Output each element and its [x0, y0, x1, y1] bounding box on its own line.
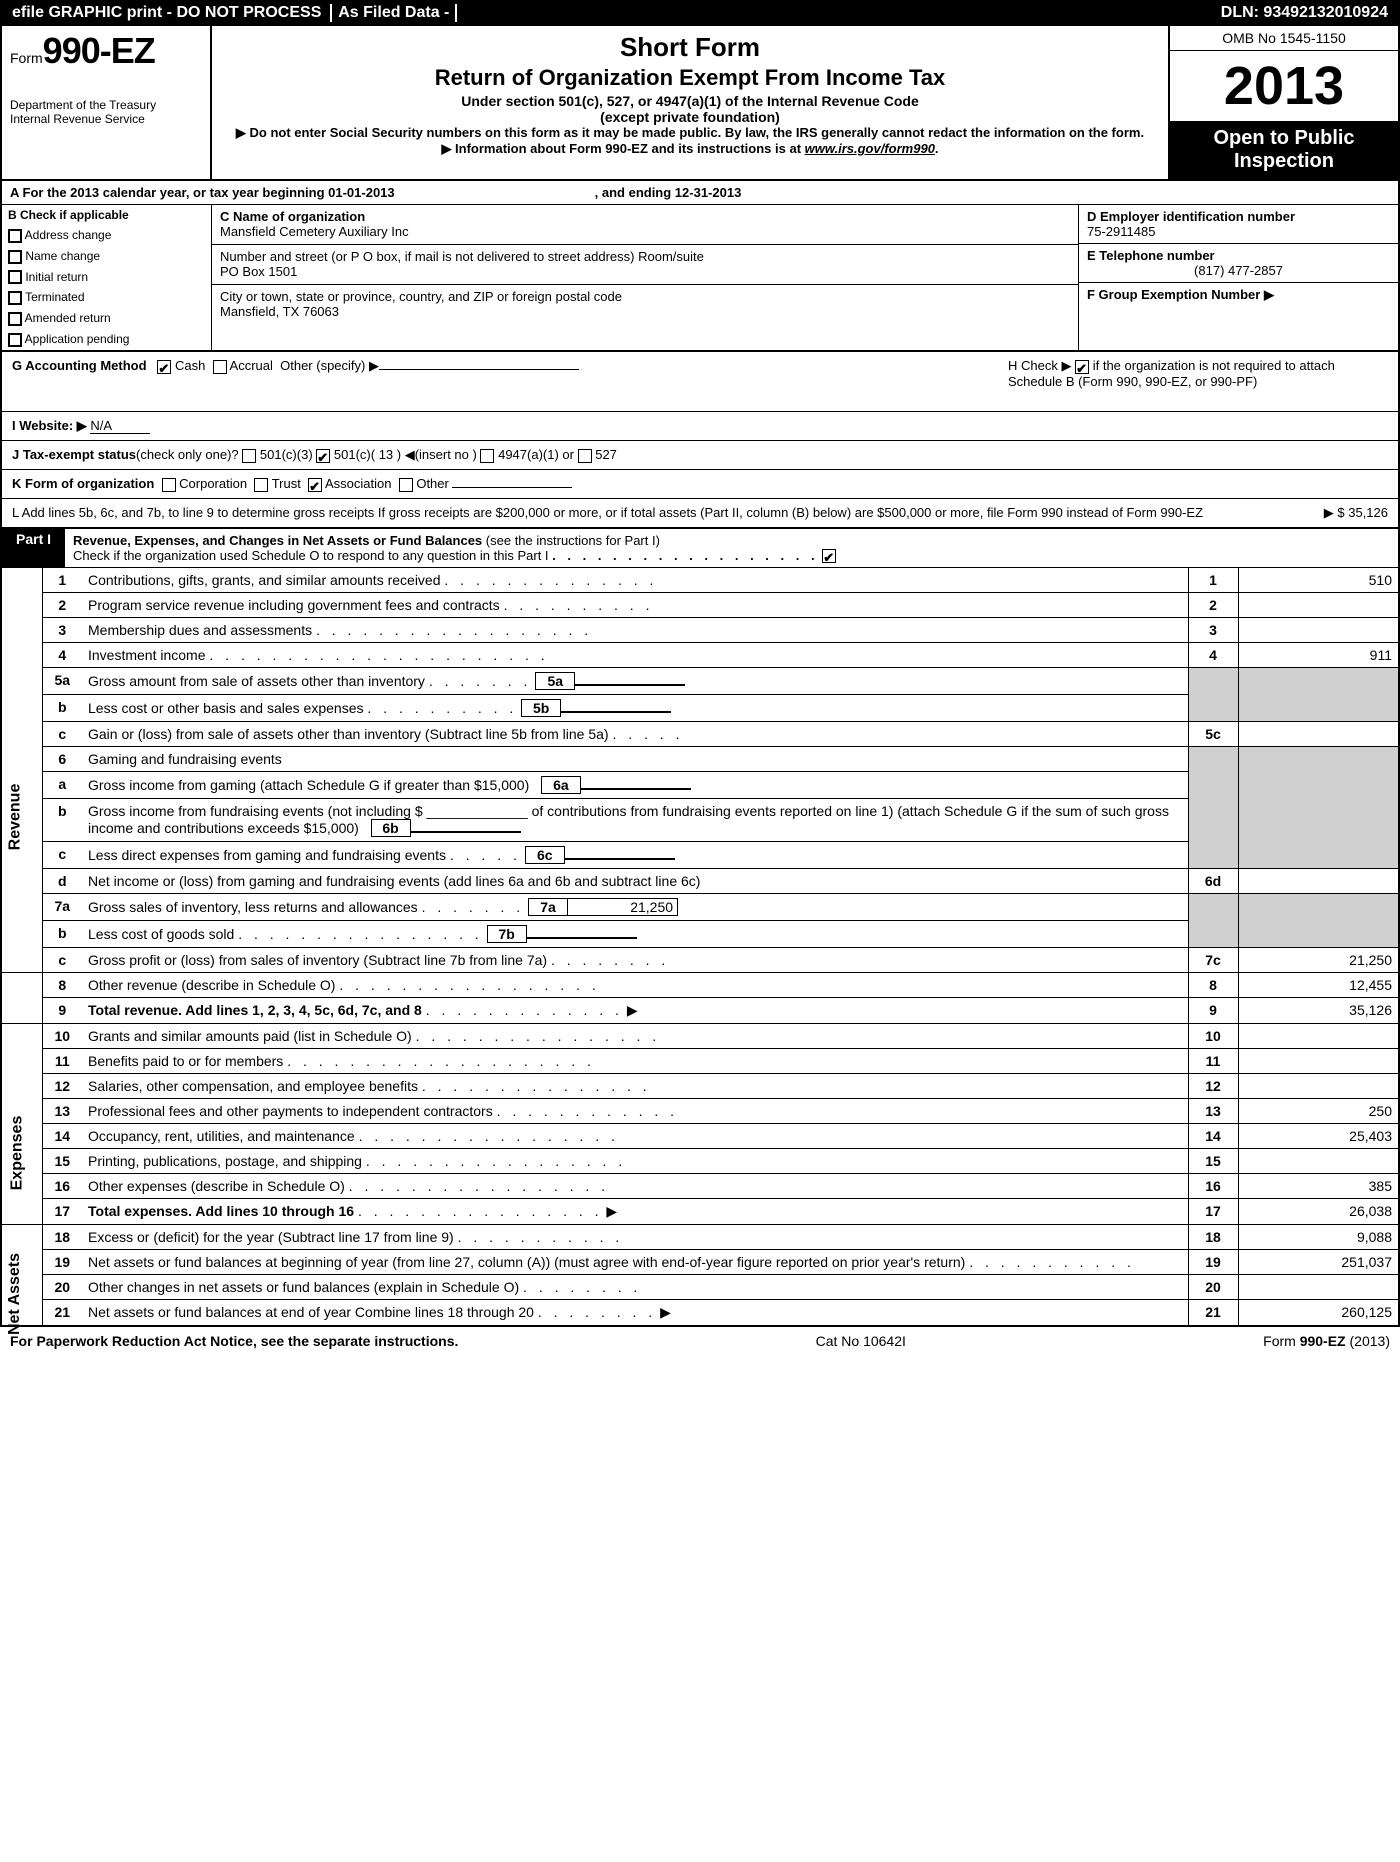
side-label-expenses: Expenses: [8, 1116, 26, 1191]
footer-right: Form 990-EZ (2013): [1263, 1333, 1390, 1349]
form-header: Form990-EZ Department of the Treasury In…: [0, 26, 1400, 181]
part1-table: Revenue 1 Contributions, gifts, grants, …: [2, 567, 1398, 1325]
title-short-form: Short Form: [222, 32, 1158, 63]
c-street-label: Number and street (or P O box, if mail i…: [220, 249, 1070, 264]
l-text: L Add lines 5b, 6c, and 7b, to line 9 to…: [12, 505, 1284, 521]
checkbox-terminated[interactable]: [8, 291, 22, 305]
section-b-head: B Check if applicable: [2, 205, 211, 225]
bullet-ssn: ▶ Do not enter Social Security numbers o…: [222, 125, 1158, 141]
line-16-value: 385: [1238, 1174, 1398, 1199]
checkbox-association[interactable]: ✔: [308, 478, 322, 492]
omb-number: OMB No 1545-1150: [1170, 26, 1398, 51]
line-17-value: 26,038: [1238, 1199, 1398, 1225]
checkbox-part1-schedule-o[interactable]: ✔: [822, 549, 836, 563]
line-13-value: 250: [1238, 1099, 1398, 1124]
tax-year: 2013: [1170, 51, 1398, 121]
checkbox-other-org[interactable]: [399, 478, 413, 492]
checkbox-trust[interactable]: [254, 478, 268, 492]
section-a-ending: , and ending 12-31-2013: [595, 185, 742, 200]
topbar-dln: DLN: 93492132010924: [1221, 4, 1388, 22]
d-ein-label: D Employer identification number: [1087, 209, 1390, 224]
j-label: J Tax-exempt status: [12, 447, 136, 462]
c-name-label: C Name of organization: [220, 209, 1070, 224]
g-label: G Accounting Method: [12, 358, 147, 373]
line-18-value: 9,088: [1238, 1225, 1398, 1250]
irs-link[interactable]: www.irs.gov/form990: [805, 141, 935, 156]
checkbox-cash[interactable]: ✔: [157, 360, 171, 374]
part1-subtitle: (see the instructions for Part I): [486, 533, 660, 548]
checkbox-4947[interactable]: [480, 449, 494, 463]
title-return: Return of Organization Exempt From Incom…: [222, 65, 1158, 91]
open-public-1: Open to Public: [1170, 127, 1398, 150]
k-label: K Form of organization: [12, 476, 154, 491]
line-19-value: 251,037: [1238, 1250, 1398, 1275]
subtitle-1: Under section 501(c), 527, or 4947(a)(1)…: [222, 93, 1158, 109]
org-name: Mansfield Cemetery Auxiliary Inc: [220, 224, 1070, 239]
line-14-value: 25,403: [1238, 1124, 1398, 1149]
section-a-text: A For the 2013 calendar year, or tax yea…: [10, 185, 395, 200]
line-9-value: 35,126: [1238, 998, 1398, 1024]
i-website-label: I Website: ▶: [12, 418, 87, 433]
line-21-value: 260,125: [1238, 1300, 1398, 1326]
part1-label: Part I: [2, 529, 65, 568]
subtitle-2: (except private foundation): [222, 109, 1158, 125]
dept-irs: Internal Revenue Service: [10, 112, 202, 126]
checkbox-527[interactable]: [578, 449, 592, 463]
checkbox-h-sched-b[interactable]: ✔: [1075, 360, 1089, 374]
open-public-2: Inspection: [1170, 150, 1398, 173]
checkbox-amended-return[interactable]: [8, 312, 22, 326]
h-text-1: H Check ▶: [1008, 358, 1071, 373]
c-city-label: City or town, state or province, country…: [220, 289, 1070, 304]
topbar-text-b: As Filed Data -: [330, 4, 457, 22]
bullet-info-pre: ▶ Information about Form 990-EZ and its …: [441, 141, 804, 156]
line-7c-value: 21,250: [1238, 948, 1398, 973]
checkbox-corporation[interactable]: [162, 478, 176, 492]
e-phone-value: (817) 477-2857: [1087, 263, 1390, 278]
efile-top-bar: efile GRAPHIC print - DO NOT PROCESS As …: [0, 0, 1400, 26]
footer-center: Cat No 10642I: [816, 1333, 906, 1349]
dept-treasury: Department of the Treasury: [10, 98, 202, 112]
l-value: ▶ $ 35,126: [1284, 505, 1388, 521]
checkbox-initial-return[interactable]: [8, 270, 22, 284]
line-4-value: 911: [1238, 643, 1398, 668]
checkbox-501c3[interactable]: [242, 449, 256, 463]
checkbox-address-change[interactable]: [8, 229, 22, 243]
form-number: 990-EZ: [43, 30, 155, 71]
d-ein-value: 75-2911485: [1087, 224, 1390, 239]
side-label-netassets: Net Assets: [6, 1253, 24, 1335]
line-1-value: 510: [1238, 568, 1398, 593]
e-phone-label: E Telephone number: [1087, 248, 1390, 263]
topbar-text-a: efile GRAPHIC print - DO NOT PROCESS: [12, 4, 321, 22]
checkbox-name-change[interactable]: [8, 250, 22, 264]
i-website-value: N/A: [90, 418, 150, 434]
checkbox-501c[interactable]: ✔: [316, 449, 330, 463]
part1-title: Revenue, Expenses, and Changes in Net As…: [73, 533, 482, 548]
part1-check-text: Check if the organization used Schedule …: [73, 548, 549, 563]
line-7a-inner-value: 21,250: [568, 898, 678, 916]
org-street: PO Box 1501: [220, 264, 1070, 279]
org-city: Mansfield, TX 76063: [220, 304, 1070, 319]
f-group-label: F Group Exemption Number ▶: [1087, 287, 1390, 303]
side-label-revenue: Revenue: [6, 784, 24, 851]
form-prefix: Form: [10, 50, 43, 66]
footer-left: For Paperwork Reduction Act Notice, see …: [10, 1333, 458, 1349]
checkbox-accrual[interactable]: [213, 360, 227, 374]
line-8-value: 12,455: [1238, 973, 1398, 998]
checkbox-application-pending[interactable]: [8, 333, 22, 347]
